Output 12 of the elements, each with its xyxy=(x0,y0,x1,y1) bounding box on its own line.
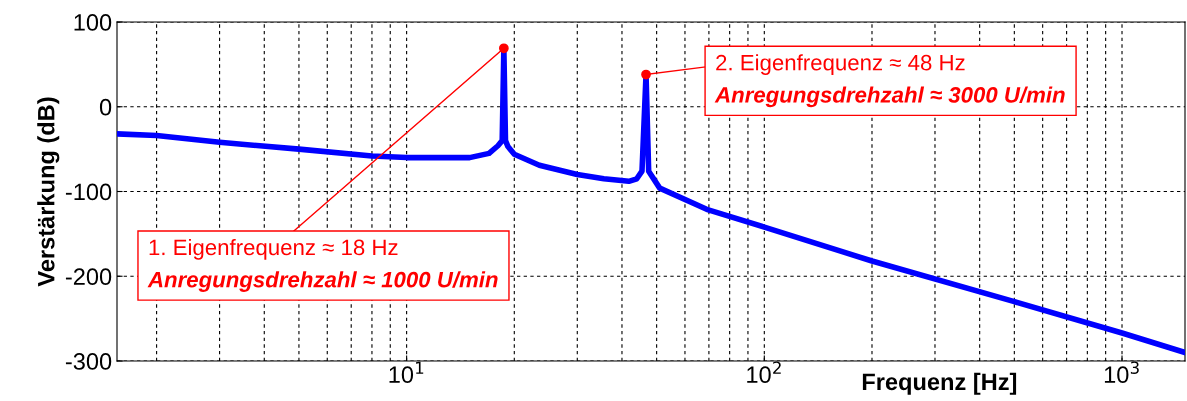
y-axis-title: Verstärkung (dB) xyxy=(37,97,60,287)
y-tick-label: -200 xyxy=(65,268,112,286)
annotation: 2. Eigenfrequenz ≈ 48 Hz Anregungsdrehzahl ≈ 3000 U/min xyxy=(714,54,1065,108)
y-tick-label: -100 xyxy=(65,183,112,201)
x-tick-label: 10$^{3}$ xyxy=(1104,361,1139,384)
x-axis-title: Frequenz [Hz] xyxy=(862,372,1017,395)
x-tick-label: 10$^{1}$ xyxy=(389,361,424,384)
y-tick-label: 100 xyxy=(74,14,112,31)
y-tick-label: 0 xyxy=(99,98,112,116)
y-tick-label: -300 xyxy=(65,353,112,370)
annotation: 1. Eigenfrequenz ≈ 18 Hz Anregungsdrehzahl ≈ 1000 U/min xyxy=(147,238,498,292)
x-tick-label: 10$^{2}$ xyxy=(747,361,781,384)
